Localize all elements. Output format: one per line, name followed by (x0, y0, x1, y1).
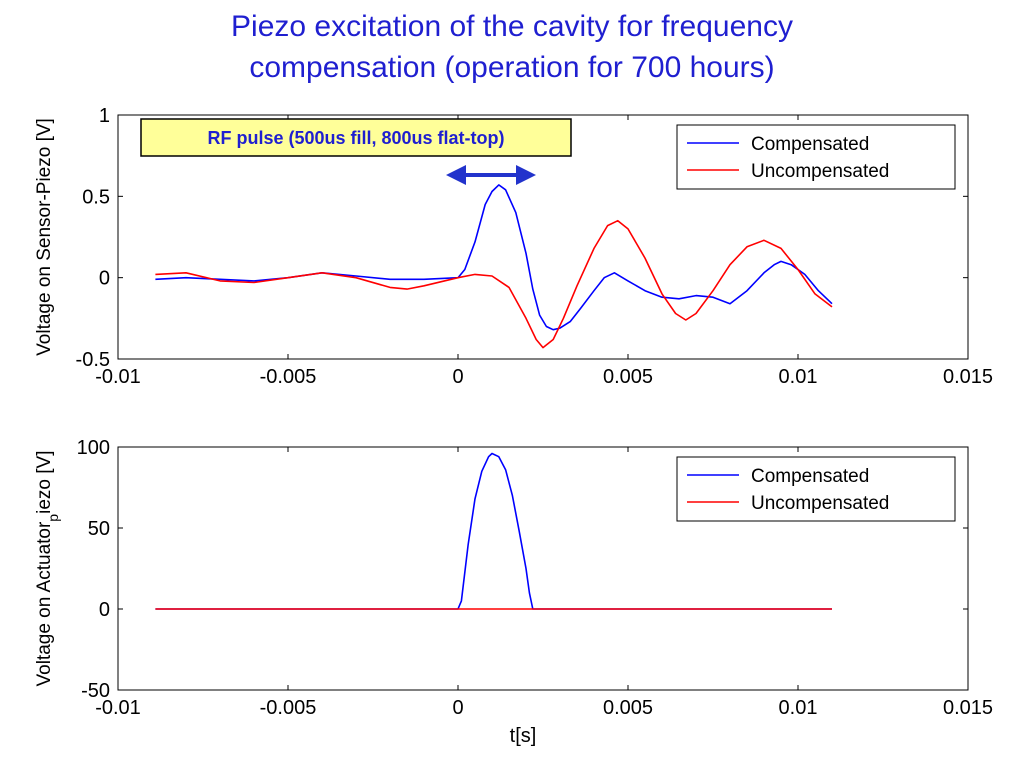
y-tick-label: -0.5 (76, 349, 110, 371)
x-tick-label: -0.01 (95, 697, 141, 719)
rf-pulse-arrow (446, 165, 536, 185)
x-tick-label: 0.01 (779, 697, 818, 719)
arrow-head-left (446, 165, 466, 185)
x-tick-label: 0.005 (603, 697, 653, 719)
x-tick-label: 0 (452, 697, 463, 719)
annotation-label: RF pulse (500us fill, 800us flat-top) (207, 128, 504, 148)
x-tick-label: 0 (452, 366, 463, 388)
arrow-head-right (516, 165, 536, 185)
slide-title-line-2: compensation (operation for 700 hours) (249, 51, 775, 84)
slide-title-line-1: Piezo excitation of the cavity for frequ… (231, 10, 793, 43)
x-tick-label: 0.015 (943, 366, 993, 388)
y-tick-label: 50 (88, 518, 110, 540)
x-tick-label: -0.005 (260, 366, 317, 388)
x-tick-label: -0.005 (260, 697, 317, 719)
series-line-compensated (155, 184, 833, 331)
y-axis-label: Voltage on Sensor-Piezo [V] (34, 118, 55, 356)
y-tick-label: 1 (99, 105, 110, 127)
series-line-compensated (155, 452, 832, 610)
legend-entry-compensated: Compensated (751, 134, 869, 155)
legend-entry-uncompensated: Uncompensated (751, 493, 889, 514)
x-tick-label: 0.01 (779, 366, 818, 388)
y-tick-label: -50 (81, 680, 110, 702)
chart-panel-2: -0.01 -0.005 0 0.005 0.01 0.015 -50 0 50 100 Volta… (34, 437, 993, 747)
y-axis-label: Voltage on Actuatorpiezo [V] (34, 451, 61, 687)
x-axis-label: t[s] (510, 725, 537, 747)
legend-entry-uncompensated: Uncompensated (751, 161, 889, 182)
y-tick-label: 0 (99, 599, 110, 621)
legend-box (676, 124, 956, 190)
x-tick-label: 0.005 (603, 366, 653, 388)
x-tick-label: 0.015 (943, 697, 993, 719)
y-tick-label: 0 (99, 268, 110, 290)
series-line-uncompensated (155, 219, 833, 349)
y-tick-label: 0.5 (82, 186, 110, 208)
x-tick-label: -0.01 (95, 366, 141, 388)
legend-entry-compensated: Compensated (751, 466, 869, 487)
legend-box (676, 456, 956, 522)
annotation-box (140, 118, 572, 157)
y-tick-label: 100 (77, 437, 110, 459)
